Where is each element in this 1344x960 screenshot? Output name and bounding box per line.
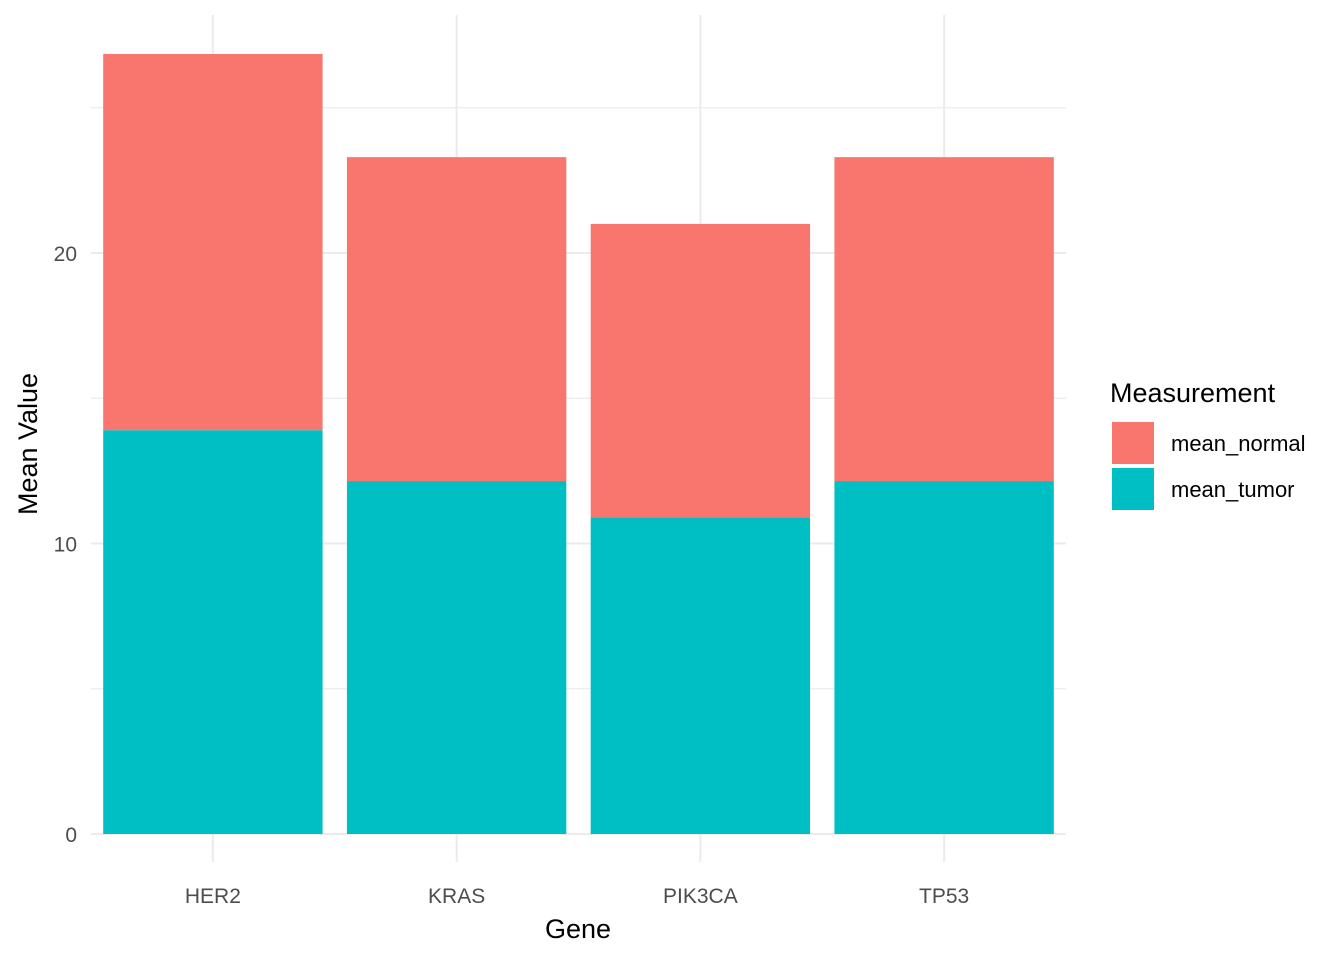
bar-tp53-mean-tumor xyxy=(834,481,1054,834)
y-tick-label: 10 xyxy=(54,534,77,557)
bar-kras-mean-tumor xyxy=(346,481,567,834)
bar-pik3ca-mean-normal xyxy=(590,223,811,518)
legend-key-mean-normal xyxy=(1112,422,1154,464)
bar-her2-mean-tumor xyxy=(103,430,323,834)
x-axis-title: Gene xyxy=(545,914,611,944)
bar-tp53-mean-normal xyxy=(834,157,1054,482)
bar-pik3ca-mean-tumor xyxy=(590,517,811,834)
x-tick-label: PIK3CA xyxy=(663,885,738,908)
y-axis-title: Mean Value xyxy=(13,373,43,515)
y-tick-label: 20 xyxy=(54,243,77,266)
y-tick-labels: 0 10 20 xyxy=(54,243,77,847)
x-tick-labels: HER2 KRAS PIK3CA TP53 xyxy=(185,885,969,908)
x-tick-label: KRAS xyxy=(428,885,485,908)
y-tick-label: 0 xyxy=(65,824,77,847)
legend-title: Measurement xyxy=(1110,378,1276,408)
legend-label-mean-normal: mean_normal xyxy=(1171,431,1306,456)
bar-kras-mean-normal xyxy=(346,157,567,482)
legend-key-mean-tumor xyxy=(1112,468,1154,510)
x-tick-label: HER2 xyxy=(185,885,241,908)
legend: Measurement mean_normal mean_tumor xyxy=(1110,378,1306,510)
x-tick-label: TP53 xyxy=(919,885,969,908)
bar-her2-mean-normal xyxy=(103,54,323,431)
legend-label-mean-tumor: mean_tumor xyxy=(1171,477,1295,502)
bars xyxy=(103,54,1054,834)
